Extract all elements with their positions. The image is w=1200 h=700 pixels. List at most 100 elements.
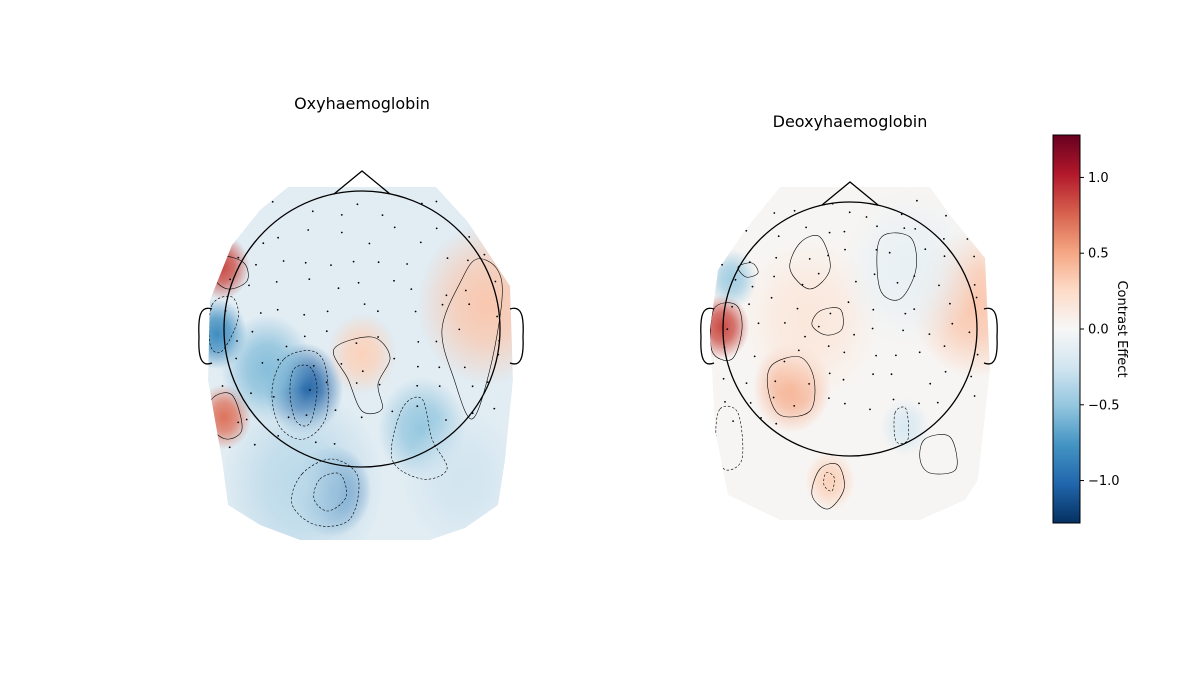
sensor-marker [325, 330, 328, 333]
sensor-marker [471, 385, 474, 388]
sensor-marker [377, 336, 379, 338]
sensor-marker [777, 235, 780, 238]
sensor-marker [262, 242, 265, 245]
contour-line [332, 336, 391, 415]
sensor-marker [944, 370, 947, 373]
sensor-marker [888, 251, 891, 254]
sensor-marker [865, 216, 868, 218]
sensor-marker [828, 372, 831, 375]
sensor-marker [843, 351, 846, 354]
sensor-marker [307, 229, 310, 231]
sensor-marker [875, 354, 877, 357]
colorbar-label: Contrast Effect [1114, 280, 1129, 377]
sensor-marker [361, 370, 364, 373]
sensor-marker [753, 355, 756, 358]
contour-line [893, 406, 910, 444]
sensor-marker [363, 303, 366, 305]
head-outline [700, 181, 998, 457]
sensor-marker [248, 284, 250, 287]
activation-blob [879, 397, 931, 457]
contour-line [811, 307, 844, 336]
sensor-marker [419, 241, 422, 244]
sensor-marker [467, 259, 469, 262]
sensor-marker [272, 396, 275, 398]
sensor-marker [775, 256, 778, 259]
right-ear-outline [983, 307, 998, 365]
sensor-marker [938, 284, 940, 287]
sensor-marker [734, 278, 737, 281]
sensor-marker [817, 325, 820, 328]
right-ear-outline [509, 307, 524, 365]
sensor-marker [393, 357, 396, 360]
sensor-marker [748, 303, 750, 306]
sensor-marker [255, 263, 257, 266]
sensor-marker [237, 256, 240, 259]
sensor-marker [928, 333, 931, 335]
sensor-marker [287, 416, 290, 419]
sensor-marker [929, 382, 932, 385]
head-outline [198, 170, 524, 468]
sensor-marker [726, 328, 729, 331]
sensor-marker [245, 418, 248, 421]
sensor-marker [976, 353, 979, 356]
sensor-marker [352, 260, 355, 263]
sensor-marker [842, 378, 845, 381]
sensor-marker [250, 392, 252, 395]
sensor-marker [903, 227, 906, 230]
activation-blob [804, 451, 856, 511]
sensor-marker [393, 279, 395, 282]
sensor-marker [340, 231, 343, 234]
sensor-marker [381, 214, 384, 217]
sensor-marker [828, 231, 831, 234]
sensor-marker [949, 302, 951, 305]
panel-title-deoxyhaemoglobin: Deoxyhaemoglobin [773, 112, 928, 131]
sensor-marker [314, 441, 317, 444]
sensor-marker [774, 380, 777, 383]
sensor-marker [309, 389, 311, 391]
sensor-marker [904, 312, 907, 315]
sensor-marker [333, 443, 336, 445]
sensor-marker [435, 200, 438, 203]
sensor-marker [236, 340, 238, 342]
sensor-marker [773, 275, 775, 278]
sensor-marker [913, 308, 916, 310]
sensor-marker [731, 305, 733, 308]
topomap-deoxyhaemoglobin: Deoxyhaemoglobin [700, 112, 998, 520]
contour-line [208, 295, 239, 354]
sensor-marker [303, 335, 306, 338]
sensor-marker [783, 360, 786, 363]
activation-blob [841, 188, 979, 350]
sensor-marker [435, 227, 438, 230]
sensor-marker [872, 308, 875, 311]
sensor-marker [416, 384, 419, 387]
sensor-marker [237, 421, 240, 424]
colorbar-ticks: 1.0 0.5 0.0 −0.5 −1.0 [1080, 171, 1120, 489]
sensor-marker [414, 310, 417, 313]
sensor-marker [945, 214, 947, 217]
sensor-marker [855, 280, 857, 283]
sensor-marker [360, 416, 363, 419]
sensor-marker [871, 327, 874, 330]
sensor-marker [724, 401, 726, 403]
sensor-marker [751, 285, 754, 288]
sensor-marker [951, 322, 954, 325]
sensor-marker [261, 362, 264, 364]
sensor-marker [312, 365, 315, 367]
sensor-marker [827, 254, 829, 257]
sensor-marker [793, 209, 796, 212]
sensor-marker [827, 345, 830, 347]
sensor-marker [337, 287, 340, 290]
sensor-marker [918, 402, 920, 405]
sensor-marker [896, 281, 899, 284]
sensor-marker [494, 280, 497, 283]
contour-line [710, 302, 743, 361]
sensor-marker [808, 258, 811, 260]
sensor-marker [968, 331, 971, 334]
sensor-marker [804, 335, 806, 338]
sensor-marker [902, 329, 904, 332]
sensor-marker [748, 261, 751, 264]
sensor-marker [914, 228, 917, 230]
colorbar-tick-label: 0.5 [1088, 247, 1109, 262]
sensor-marker [463, 366, 466, 369]
